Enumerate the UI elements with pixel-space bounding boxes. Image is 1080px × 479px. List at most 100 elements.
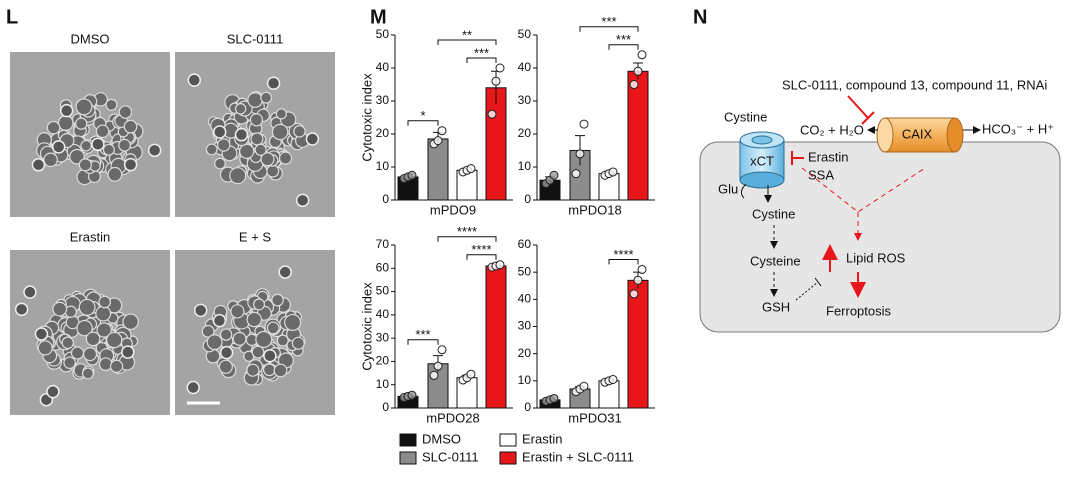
pathway-diagram: SLC-0111, compound 13, compound 11, RNAi… — [699, 77, 1061, 333]
cell — [206, 334, 223, 351]
cell — [260, 91, 273, 104]
cell — [57, 115, 74, 131]
cell — [122, 313, 139, 330]
cell — [82, 347, 98, 362]
legend-swatch — [399, 433, 417, 447]
legend-swatch — [499, 451, 517, 465]
caix-end — [876, 117, 894, 153]
cell — [246, 363, 260, 377]
cell — [118, 138, 132, 152]
significance-bracket — [579, 26, 639, 32]
cell — [37, 340, 53, 356]
data-point — [407, 170, 417, 180]
y-tick-label: 0 — [524, 192, 531, 206]
image-label: Erastin — [70, 229, 110, 244]
significance-label: *** — [474, 45, 489, 60]
image-label: DMSO — [71, 31, 110, 46]
cell — [293, 125, 306, 138]
data-point — [437, 345, 447, 355]
y-tick-label: 0 — [382, 400, 389, 414]
cell — [266, 164, 280, 178]
image-label: SLC-0111 — [227, 31, 284, 46]
cell — [186, 380, 200, 395]
cell — [76, 319, 93, 337]
cell — [96, 322, 112, 338]
y-tick-label: 50 — [376, 27, 390, 41]
significance-label: **** — [471, 242, 491, 257]
legend-label: Erastin + SLC-0111 — [522, 449, 634, 464]
legend-label: SLC-0111 — [422, 449, 479, 464]
cell — [249, 113, 264, 127]
significance-bracket — [608, 44, 639, 50]
x-axis-label: mPDO31 — [568, 410, 621, 425]
y-tick-label: 60 — [376, 260, 390, 274]
y-tick-label: 10 — [376, 377, 390, 391]
significance-label: *** — [601, 14, 616, 29]
data-point — [629, 289, 639, 299]
cell — [271, 293, 284, 307]
cell — [266, 321, 280, 335]
cell — [31, 158, 46, 172]
y-tick-label: 20 — [518, 346, 532, 360]
cell — [247, 92, 263, 108]
label: GSH — [762, 299, 790, 314]
cell — [278, 265, 292, 279]
xct-pore — [751, 135, 773, 145]
y-tick-label: 20 — [376, 126, 390, 140]
cell — [253, 298, 266, 311]
data-point — [571, 169, 581, 179]
inhibit-line — [847, 95, 869, 119]
data-point — [633, 275, 643, 285]
label: HCO₃⁻ + H⁺ — [982, 121, 1054, 136]
legend-swatch — [499, 433, 517, 447]
cell — [239, 143, 255, 159]
cell — [291, 336, 305, 350]
cell — [254, 143, 267, 156]
y-tick-label: 0 — [382, 192, 389, 206]
data-point — [549, 170, 559, 180]
cell — [246, 311, 263, 328]
y-tick-label: 50 — [376, 284, 390, 298]
data-point — [487, 109, 497, 119]
micrograph — [10, 52, 170, 217]
data-point — [433, 361, 443, 371]
y-tick-label: 40 — [376, 307, 390, 321]
cell — [14, 302, 29, 317]
cell — [266, 76, 281, 90]
y-tick-label: 30 — [518, 93, 532, 107]
cell — [276, 334, 289, 347]
data-point — [608, 374, 618, 384]
label: xCT — [750, 153, 774, 168]
cell — [46, 384, 60, 399]
bar — [627, 70, 649, 201]
cell — [95, 305, 112, 322]
cell — [229, 167, 247, 185]
cell — [80, 139, 92, 152]
cell — [219, 328, 233, 341]
cell — [23, 285, 37, 299]
y-tick-label: 50 — [518, 27, 532, 41]
significance-label: **** — [457, 224, 477, 239]
cell — [230, 304, 245, 319]
significance-bracket — [407, 339, 439, 345]
y-tick-label: 30 — [376, 93, 390, 107]
bar — [485, 87, 507, 201]
cell — [107, 166, 123, 182]
cell — [123, 157, 138, 172]
data-point — [433, 136, 443, 146]
micrographs: DMSO SLC-0111 Erastin E + S — [10, 31, 335, 415]
data-point — [495, 260, 505, 270]
data-point — [429, 370, 439, 380]
label: CAIX — [902, 126, 933, 141]
significance-label: * — [420, 108, 425, 123]
legend-swatch — [399, 451, 417, 465]
y-tick-label: 10 — [518, 159, 532, 173]
cell — [52, 301, 68, 317]
y-tick-label: 20 — [376, 354, 390, 368]
cell — [219, 345, 234, 360]
legend-label: Erastin — [522, 431, 562, 446]
image-label: E + S — [239, 229, 271, 244]
cell — [78, 158, 92, 172]
bar — [485, 265, 507, 409]
